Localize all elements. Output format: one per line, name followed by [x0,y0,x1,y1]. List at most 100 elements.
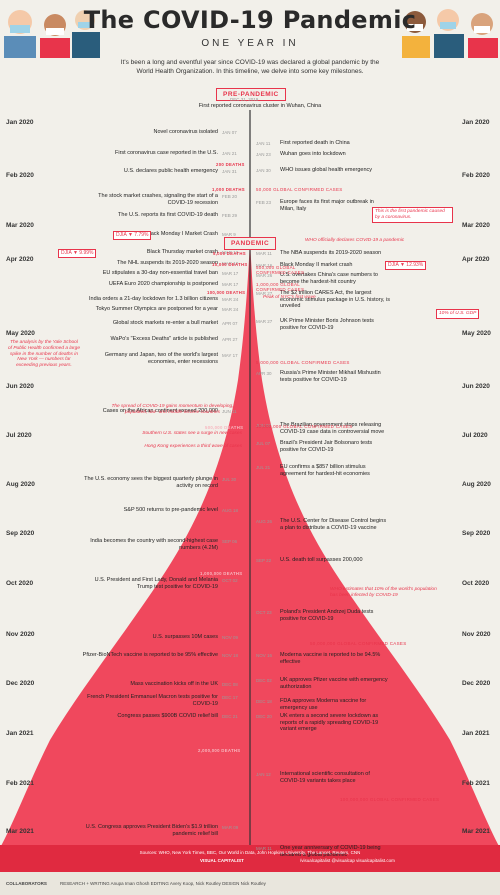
event-date: MAR 17 [222,271,239,276]
month-label-right: Dec 2020 [462,680,491,687]
event-left: Black Thursday market crash [146,249,218,255]
month-label-left: Nov 2020 [6,631,35,638]
event-left: The NHL suspends its 2019-2020 season [117,260,218,266]
event-date: SEP 22 [256,558,272,563]
event-right: Black Monday II market crash [280,262,353,268]
month-label-right: Jan 2021 [462,730,490,737]
event-date: MAR 24 [222,307,239,312]
event-right: Europe faces its first major outbreak in… [280,199,374,212]
event-left: Mass vaccination kicks off in the UK [130,681,218,687]
month-label-left: May 2020 [6,330,35,337]
month-label-left: Oct 2020 [6,580,34,587]
event-left: Congress passes $900B COVID relief bill [117,713,218,719]
social-links[interactable]: /visualcapitalist @visualcap visualcapit… [300,858,395,863]
event-left: Pfizer-BioNTech vaccine is reported to b… [82,652,218,658]
event-right: International scientific consultation of… [280,771,370,784]
source-bar [0,845,500,872]
event-date: MAR 24 [222,297,239,302]
event-right: Brazil's President Jair Bolsonaro tests … [280,440,373,453]
event-date: JUL 30 [222,477,237,482]
event-date: MAR 09 [222,825,239,830]
note-who-estimate: WHO estimates that 10% of the world's po… [330,587,437,598]
event-date: FEB 29 [222,213,238,218]
event-right: UK Prime Minister Boris Johnson tests po… [280,318,374,331]
event-left: First coronavirus case reported in the U… [114,150,218,156]
event-right: The U.S. Center for Disease Control begi… [280,518,387,531]
event-date: MAR 16 [256,263,273,268]
event-date: SEP 06 [222,539,238,544]
deaths-100k: 100,000 DEATHS [207,290,246,295]
cases-5m: 5,000,000 GLOBAL CONFIRMED CASES [256,360,350,365]
month-label-left: Jan 2020 [6,119,34,126]
event-left: India becomes the country with second-hi… [90,538,218,551]
event-left: Tokyo Summer Olympics are postponed for … [95,306,218,312]
event-left: Germany and Japan, two of the world's la… [104,352,218,365]
month-label-left: Feb 2020 [6,172,34,179]
djia-badge-1: DJIA ▼ 7.79% [113,231,152,240]
event-date: JUN 07 [256,423,272,428]
month-label-right: Aug 2020 [462,481,491,488]
month-label-right: Feb 2021 [462,780,490,787]
deaths-10k: 10,000 DEATHS [212,262,248,267]
deaths-1m: 1,000,000 DEATHS [200,571,243,576]
cases-50m: 50,000,000 GLOBAL CONFIRMED CASES [310,641,407,646]
event-left: U.S. surpasses 10M cases [152,634,218,640]
month-label-left: Feb 2021 [6,780,34,787]
event-date: JAN 31 [222,169,237,174]
note-yale: The analysis by the Yale School of Publi… [8,340,80,369]
event-date: FEB 23 [256,200,272,205]
event-date: MAR 11 [256,846,272,851]
note-spread: The spread of COVID-19 gains momentum in… [111,404,234,415]
month-label-left: Mar 2020 [6,222,34,229]
event-right: First reported death in China [280,140,350,146]
event-right: The Brazilian government stops releasing… [280,422,385,435]
event-date: DEC 08 [222,682,238,687]
event-right: Wuhan goes into lockdown [280,151,346,157]
event-left: U.S. Congress approves President Biden's… [85,824,218,837]
month-label-right: Oct 2020 [462,580,490,587]
djia-badge-3: DJIA ▼ 12.93% [385,261,427,270]
event-date: DEC 20 [256,714,272,719]
event-right: Poland's President Andrzej Duda tests po… [280,609,374,622]
event-date: DEC 17 [222,695,238,700]
phase-pre-pandemic: PRE-PANDEMIC [216,88,286,101]
event-left: U.S. declares public health emergency [123,168,218,174]
month-label-right: Mar 2020 [462,222,490,229]
header: The COVID-19 Pandemic ONE YEAR IN It's b… [0,0,500,110]
event-date: OCT 23 [256,610,272,615]
month-label-left: Jan 2021 [6,730,34,737]
sources-text: Sources: WHO, New York Times, BBC, Our W… [139,850,361,855]
event-date: DEC 18 [256,699,272,704]
event-right: The NBA suspends its 2019-2020 season [280,250,382,256]
cases-50k: 50,000 GLOBAL CONFIRMED CASES [256,187,343,192]
deaths-2m: 2,000,000 DEATHS [198,748,241,753]
cases-500k: 500,000 GLOBAL CONFIRMED CASES [256,265,305,275]
event-left: UEFA Euro 2020 championship is postponed [108,281,218,287]
event-date: MAR 26 [256,273,273,278]
event-date: MAR 12 [222,261,239,266]
deaths-1k: 1,000 DEATHS [212,187,245,192]
event-date: JAN 30 [256,168,271,173]
page-title: The COVID-19 Pandemic [83,6,417,34]
event-left: French President Emmanuel Macron tests p… [87,694,218,707]
month-label-left: Apr 2020 [6,256,34,263]
event-date: APR 27 [222,337,238,342]
event-right: U.S. death toll surpasses 200,000 [280,557,363,563]
collaborators-label: COLLABORATORS [6,881,47,886]
event-date: NOV 09 [222,635,239,640]
event-date: MAR 27 [256,291,273,296]
event-right: The $2 trillion CARES Act, the largest e… [280,290,390,309]
month-label-left: Jun 2020 [6,383,34,390]
event-date: NOV 18 [222,653,239,658]
healthcare-workers-illustration [4,10,100,58]
event-date: OCT 02 [222,578,238,583]
event-left: Black Monday I Market Crash [145,231,218,237]
event-date: MAR 27 [256,319,273,324]
event-left: U.S. President and First Lady, Donald an… [94,577,218,590]
event-date: JAN 11 [256,141,271,146]
event-date: NOV 16 [256,653,273,658]
djia-badge-2: DJIA ▼ 9.99% [58,249,97,258]
event-right: UK enters a second severe lockdown as re… [280,713,379,732]
logo-text: VISUAL CAPITALIST [200,858,244,863]
